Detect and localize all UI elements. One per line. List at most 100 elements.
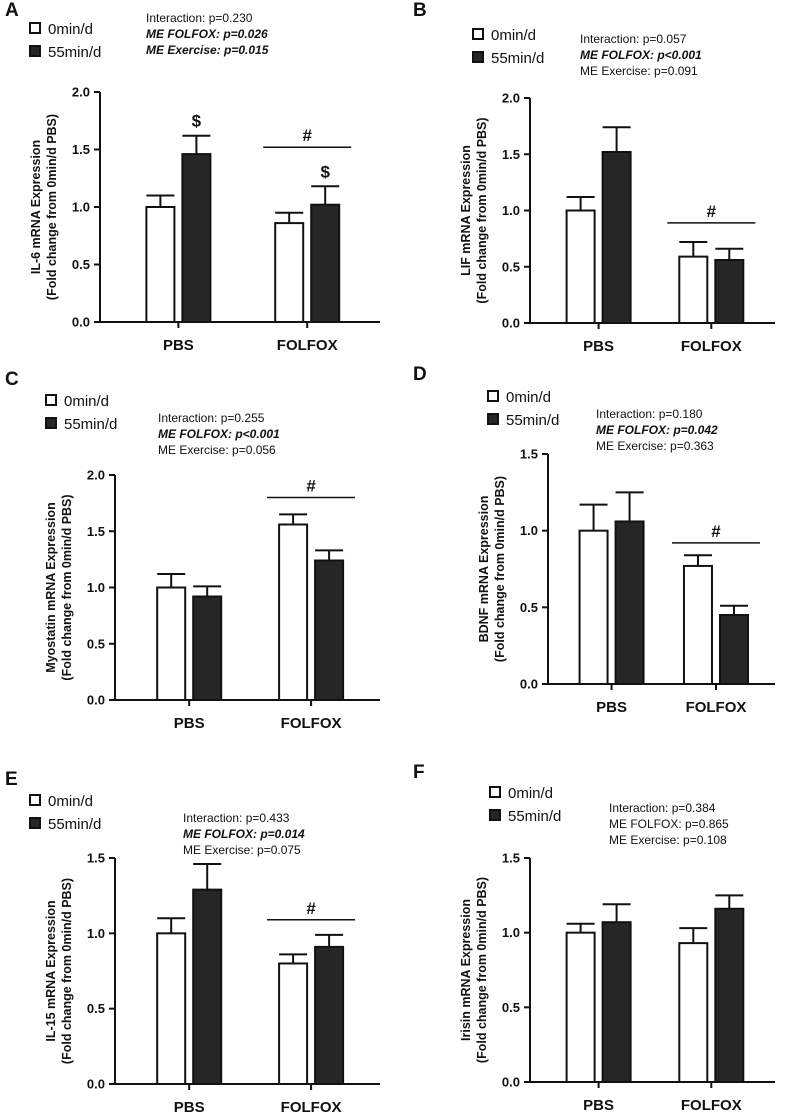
y-tick-label: 1.5 [502,851,520,866]
x-tick-label-pbs: PBS [583,1097,614,1114]
legend-label-0min: 0min/d [506,389,551,406]
y-tick-label: 0.5 [520,600,538,615]
x-tick-label-folfox: FOLFOX [277,337,338,354]
y-tick-label: 0.0 [87,1077,105,1092]
bar-55min-pbs [192,888,223,1086]
x-tick-label-folfox: FOLFOX [681,338,742,355]
stats-line: Interaction: p=0.255 [158,411,265,425]
stats-line: ME FOLFOX: p<0.001 [158,427,280,441]
y-tick-label: 0.5 [502,259,520,274]
legend-swatch-0min [45,394,57,406]
stats-line: ME Exercise: p=0.108 [609,833,727,847]
y-tick-label: 0.0 [502,316,520,331]
bar-55min-pbs [192,595,223,701]
legend-label-55min: 55min/d [508,808,561,825]
stats-line: ME Exercise: p=0.056 [158,443,276,457]
y-tick-label: 0.5 [502,1000,520,1015]
bar-55min-pbs [601,151,632,324]
y-axis-label-units: (Fold change from 0min/d PBS) [493,476,507,662]
bar-55min-pbs [601,921,632,1083]
y-tick-label: 1.0 [520,523,538,538]
legend-label-55min: 55min/d [48,816,101,833]
significance-hash: # [306,899,316,918]
y-axis-label-units: (Fold change from 0min/d PBS) [475,117,489,303]
x-tick-label-pbs: PBS [583,338,614,355]
panel-letter: E [5,769,18,790]
y-tick-label: 0.0 [87,693,105,708]
y-tick-label: 0.0 [72,315,90,330]
bar-0min-pbs [565,931,596,1084]
x-tick-label-pbs: PBS [163,337,194,354]
bar-0min-pbs [565,209,596,324]
y-tick-label: 0.5 [72,257,90,272]
legend-swatch-0min [472,28,484,40]
y-tick-label: 1.5 [502,147,520,162]
legend-swatch-0min [487,390,499,402]
stats-line: ME FOLFOX: p=0.026 [146,27,268,41]
stats-line: Interaction: p=0.057 [580,32,687,46]
legend-swatch-0min [29,22,41,34]
stats-line: ME FOLFOX: p<0.001 [580,48,702,62]
y-tick-label: 0.5 [87,1001,105,1016]
y-tick-label: 1.5 [520,447,538,462]
legend-swatch-55min [489,809,501,821]
panel-letter: A [5,0,19,21]
y-axis-label: Irisin mRNA Expression [459,899,473,1041]
stats-line: ME Exercise: p=0.015 [146,43,269,57]
legend-swatch-55min [472,51,484,63]
stats-line: ME FOLFOX: p=0.042 [596,423,718,437]
stats-line: ME Exercise: p=0.075 [183,843,301,857]
stats-line: Interaction: p=0.384 [609,801,716,815]
bar-0min-pbs [156,586,187,701]
y-tick-label: 1.5 [72,142,90,157]
legend-swatch-55min [45,417,57,429]
stats-line: ME Exercise: p=0.363 [596,439,714,453]
panel-letter: F [413,762,425,783]
bar-0min-folfox [678,255,709,324]
legend-swatch-55min [29,817,41,829]
significance-hash: # [707,202,717,221]
y-tick-label: 1.0 [502,925,520,940]
bar-55min-folfox [718,614,749,685]
y-tick-label: 0.5 [87,636,105,651]
legend-swatch-55min [29,45,41,57]
legend-label-0min: 0min/d [508,785,553,802]
stats-line: Interaction: p=0.433 [183,811,290,825]
x-tick-label-folfox: FOLFOX [686,699,747,716]
significance-hash: # [711,522,721,541]
panel-letter: B [413,0,427,21]
bar-0min-folfox [678,942,709,1083]
y-tick-label: 1.0 [502,203,520,218]
y-tick-label: 1.0 [87,926,105,941]
panel-a: A 0min/d 55min/d Interaction: p=0.230 ME FOL… [5,0,380,354]
y-tick-label: 0.0 [502,1075,520,1090]
y-tick-label: 1.0 [87,580,105,595]
legend-swatch-55min [487,413,499,425]
y-tick-label: 2.0 [502,91,520,106]
legend-label-0min: 0min/d [64,393,109,410]
bar-0min-pbs [578,529,609,686]
bar-55min-folfox [714,907,745,1083]
significance-hash: # [302,126,312,145]
y-axis-label-units: (Fold change from 0min/d PBS) [60,878,74,1064]
bar-0min-pbs [156,932,187,1085]
bar-0min-folfox [278,962,309,1086]
panel-e: E 0min/d 55min/d Interaction: p=0.433 ME FOL… [5,769,380,1114]
stats-line: ME FOLFOX: p=0.014 [183,827,305,841]
significance-hash: # [306,477,316,496]
bar-55min-folfox [314,945,345,1085]
bar-55min-pbs [181,153,212,323]
y-axis-label-units: (Fold change from 0min/d PBS) [475,877,489,1063]
stats-line: Interaction: p=0.230 [146,11,253,25]
y-tick-label: 1.0 [72,200,90,215]
x-tick-label-folfox: FOLFOX [681,1097,742,1114]
y-tick-label: 2.0 [87,468,105,483]
stats-line: ME FOLFOX: p=0.865 [609,817,729,831]
y-axis-label: IL-15 mRNA Expression [44,900,58,1041]
x-tick-label-pbs: PBS [174,1099,205,1114]
bar-55min-folfox [714,259,745,324]
legend-label-55min: 55min/d [48,44,101,61]
y-axis-label-units: (Fold change from 0min/d PBS) [60,494,74,680]
legend-label-0min: 0min/d [48,21,93,38]
